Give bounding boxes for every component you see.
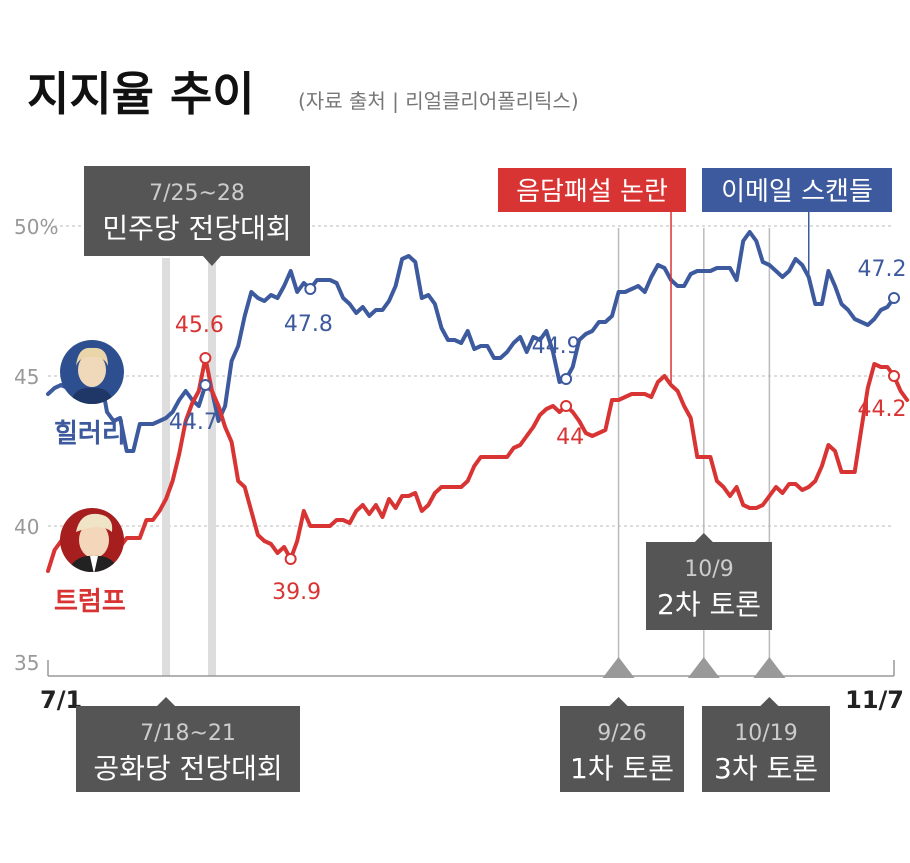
scandal-callout: 이메일 스캔들 [702, 168, 892, 277]
event-box [84, 166, 310, 256]
convention-band [207, 258, 216, 676]
data-label: 47.8 [284, 312, 333, 337]
data-point-marker [199, 352, 212, 364]
event-callouts: 음담패설 논란 이메일 스캔들 7/18~21 공화당 전당대회 7/25~28 민주당 … [76, 166, 892, 792]
y-axis: 35 40 45 50% [14, 215, 58, 675]
event-box [560, 706, 684, 792]
event-box [646, 542, 772, 630]
x-axis-start-label: 7/1 [40, 686, 82, 714]
scandal-box [702, 168, 892, 212]
series-lines [46, 230, 910, 573]
event-name: 3차 토론 [714, 752, 818, 785]
series-line-1 [46, 356, 910, 573]
event-pointer [760, 697, 779, 706]
y-gridlines [48, 225, 894, 527]
data-label: 44.9 [532, 334, 581, 359]
event-name: 2차 토론 [657, 588, 761, 621]
event-pointer [202, 256, 221, 266]
data-point-marker [888, 370, 900, 382]
event-box [702, 706, 830, 792]
event-callout: 10/19 3차 토론 [702, 697, 830, 792]
data-label: 44.7 [169, 410, 218, 435]
event-pointer [694, 533, 713, 542]
event-name: 1차 토론 [570, 752, 674, 785]
y-tick-label: 35 [14, 651, 39, 675]
event-name: 공화당 전당대회 [93, 752, 282, 785]
data-point-marker [888, 292, 900, 304]
event-name: 민주당 전당대회 [102, 212, 291, 245]
data-point-marker [560, 373, 573, 385]
event-pointer [157, 697, 176, 706]
event-date: 7/25~28 [149, 181, 245, 206]
debate-marker-triangle [753, 657, 786, 678]
data-label: 45.6 [175, 313, 224, 338]
trump-avatar [60, 508, 124, 572]
clinton-avatar [60, 340, 124, 404]
scandal-label: 이메일 스캔들 [721, 177, 873, 207]
x-axis: 7/1 11/7 [40, 660, 904, 714]
event-callout: 7/18~21 공화당 전당대회 [76, 697, 300, 792]
page-title: 지지율 추이 [27, 67, 255, 121]
debate-marker-triangle [687, 657, 720, 678]
event-date: 7/18~21 [140, 721, 236, 746]
scandal-callout: 음담패설 논란 [498, 168, 686, 385]
event-date: 9/26 [597, 721, 646, 746]
data-label: 44 [556, 425, 584, 450]
data-labels: 44.7 47.8 44.9 47.2 45.6 39.9 44 44.2 [169, 257, 907, 605]
legend-trump-label: 트럼프 [54, 587, 126, 617]
debate-marker-triangle [602, 657, 635, 678]
data-point-marker [304, 283, 317, 295]
event-callout: 7/25~28 민주당 전당대회 [84, 166, 310, 266]
event-callout: 9/26 1차 토론 [560, 697, 684, 792]
data-point-marker [284, 553, 297, 565]
x-axis-end-label: 11/7 [845, 686, 904, 714]
scandal-box [498, 168, 686, 212]
legend-clinton-label: 힐러리 [54, 419, 126, 449]
event-box [76, 706, 300, 792]
event-callout: 10/9 2차 토론 [646, 533, 772, 630]
data-label: 47.2 [858, 257, 907, 282]
y-tick-label: 45 [14, 365, 39, 389]
data-label: 44.2 [858, 397, 907, 422]
data-point-marker [560, 400, 573, 412]
event-date: 10/19 [734, 721, 797, 746]
scandal-label: 음담패설 논란 [516, 177, 668, 207]
y-tick-label: 50% [14, 215, 58, 239]
data-point-marker [199, 379, 212, 391]
source-note: (자료 출처 | 리얼클리어폴리틱스) [298, 89, 579, 113]
series-line-0 [46, 230, 896, 453]
event-date: 10/9 [684, 557, 733, 582]
data-label: 39.9 [272, 580, 321, 605]
y-tick-label: 40 [14, 515, 39, 539]
convention-band [162, 258, 171, 676]
event-pointer [609, 697, 628, 706]
